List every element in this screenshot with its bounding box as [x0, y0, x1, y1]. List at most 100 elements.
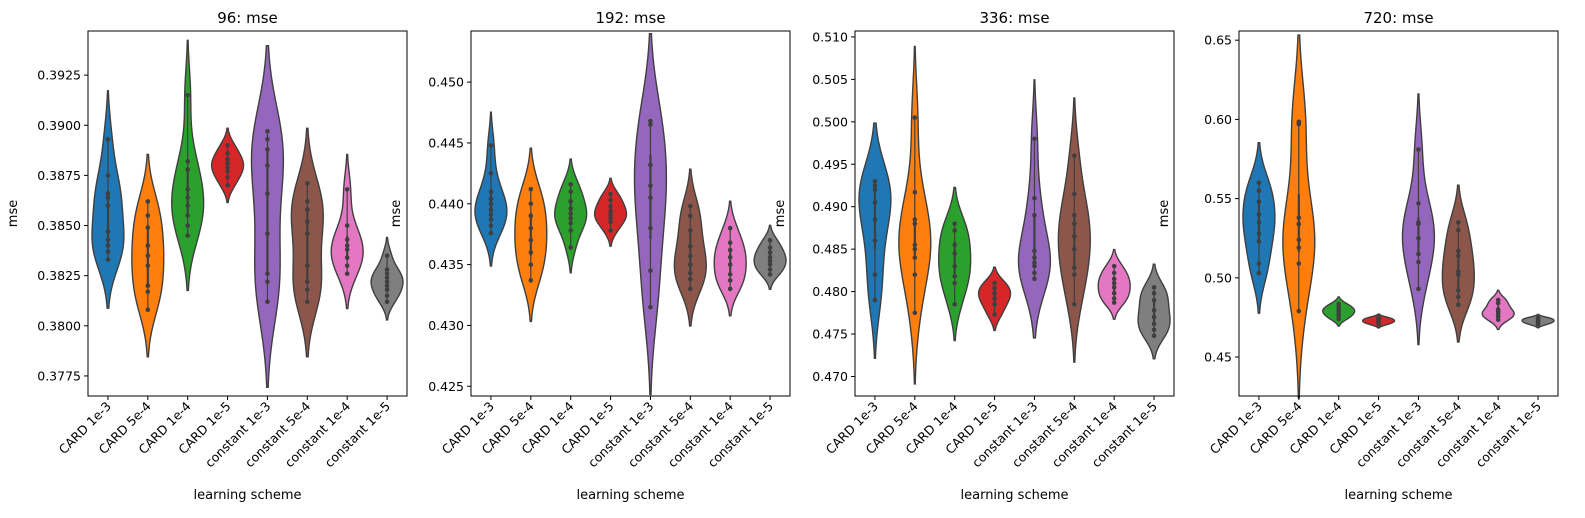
data-point	[384, 283, 390, 288]
subplot-3: 0.470 0.475 0.480 0.485 0.490 0.495 0.500 0.505…	[773, 9, 1175, 503]
subplot-title: 336: mse	[979, 9, 1049, 27]
y-tick-label: 0.3900	[37, 118, 81, 133]
data-point	[1416, 286, 1421, 292]
data-point	[992, 280, 997, 286]
data-point	[1456, 272, 1461, 277]
data-point	[872, 183, 878, 188]
y-tick-label: 0.3925	[37, 68, 81, 83]
data-point	[185, 223, 190, 228]
data-point	[1456, 294, 1461, 300]
y-tick-label: 0.425	[428, 379, 464, 394]
data-point	[344, 223, 350, 228]
y-tick-label: 0.485	[812, 242, 848, 257]
data-point	[145, 263, 151, 268]
data-point	[912, 221, 918, 226]
y-tick-label: 0.430	[428, 318, 464, 333]
data-point	[528, 201, 534, 207]
data-point	[1032, 195, 1037, 201]
data-point	[225, 161, 230, 166]
data-point	[952, 302, 957, 307]
data-point	[992, 290, 997, 296]
data-point	[488, 196, 494, 202]
data-point	[265, 147, 270, 152]
data-point	[384, 271, 390, 276]
data-point	[608, 216, 613, 221]
data-point	[145, 243, 151, 248]
data-point	[1256, 199, 1262, 205]
data-point	[105, 243, 111, 248]
data-point	[185, 187, 190, 192]
axes-frame	[470, 30, 791, 397]
data-point	[145, 289, 151, 295]
data-point	[767, 254, 773, 260]
data-point	[488, 223, 494, 228]
x-axis-label: learning scheme	[577, 488, 685, 503]
data-point	[1535, 315, 1541, 321]
data-point	[344, 263, 350, 268]
data-point	[767, 267, 773, 272]
data-point	[727, 240, 733, 245]
data-point	[1032, 212, 1037, 218]
data-point	[488, 143, 494, 148]
data-point	[688, 213, 693, 219]
data-point	[1456, 269, 1461, 274]
data-point	[265, 271, 270, 276]
data-point	[727, 225, 733, 231]
data-point	[912, 217, 918, 222]
data-point	[488, 217, 494, 222]
y-tick-label: 0.435	[428, 257, 464, 272]
data-point	[648, 195, 653, 200]
data-point	[488, 230, 494, 236]
data-point	[384, 253, 390, 258]
data-point	[912, 189, 918, 195]
subplot-title: 96: mse	[217, 9, 278, 27]
data-point	[1072, 246, 1077, 252]
y-tick-label: 0.510	[812, 29, 848, 44]
data-point	[225, 175, 230, 180]
data-point	[608, 212, 613, 218]
axes-frame	[854, 30, 1175, 397]
data-point	[688, 286, 693, 292]
data-point	[488, 171, 494, 176]
data-point	[767, 272, 773, 277]
data-point	[568, 228, 573, 233]
data-point	[912, 255, 918, 260]
data-point	[1072, 302, 1077, 307]
data-point	[1336, 316, 1341, 322]
data-point	[528, 278, 534, 283]
data-point	[992, 285, 997, 291]
data-point	[1032, 136, 1037, 142]
data-point	[767, 250, 773, 255]
y-axis-label: mse	[6, 200, 21, 227]
data-point	[1456, 248, 1461, 254]
data-point	[767, 262, 773, 267]
data-point	[952, 251, 957, 256]
data-point	[488, 189, 494, 194]
data-point	[688, 270, 693, 276]
data-point	[265, 136, 270, 142]
data-point	[872, 178, 878, 184]
data-point	[568, 189, 573, 194]
data-point	[727, 286, 733, 292]
data-point	[384, 267, 390, 272]
data-point	[1151, 285, 1157, 290]
data-point	[952, 242, 957, 248]
data-point	[1111, 290, 1117, 296]
subplot-title: 720: mse	[1363, 9, 1433, 27]
data-point	[305, 181, 310, 186]
data-point	[1111, 270, 1117, 276]
data-point	[1111, 276, 1117, 282]
data-point	[1032, 276, 1037, 282]
data-point	[1151, 333, 1157, 339]
data-point	[568, 182, 573, 187]
y-tick-label: 0.440	[428, 196, 464, 211]
data-point	[1151, 314, 1157, 320]
data-point	[992, 302, 997, 307]
data-point	[1151, 297, 1157, 303]
data-point	[1072, 212, 1077, 218]
data-point	[727, 254, 733, 260]
y-tick-label: 0.45	[1204, 350, 1232, 365]
data-point	[1256, 212, 1262, 217]
data-point	[872, 217, 878, 222]
